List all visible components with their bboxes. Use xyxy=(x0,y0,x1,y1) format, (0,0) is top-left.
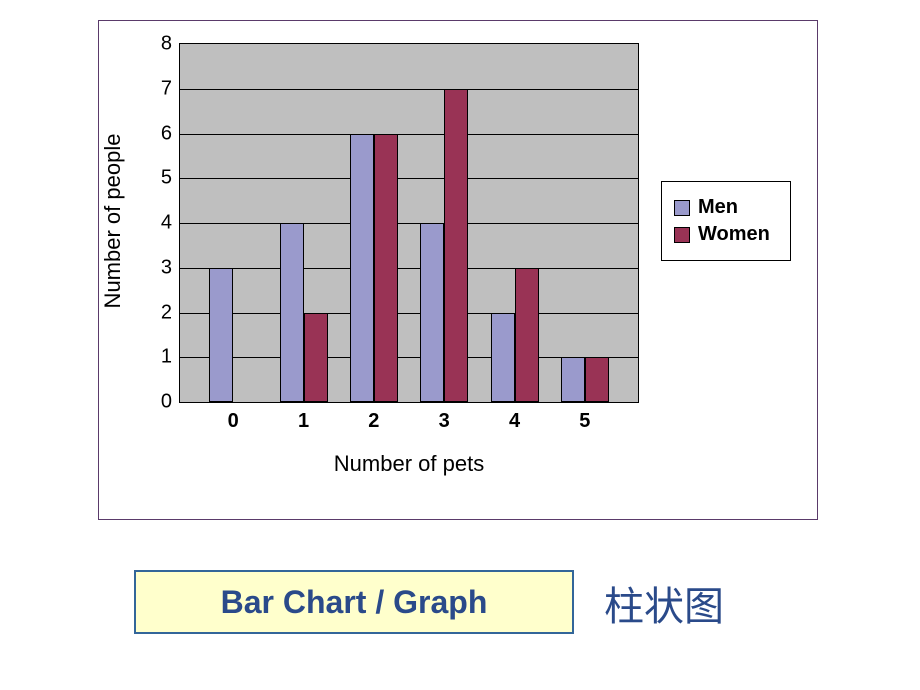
bar-men xyxy=(350,134,374,403)
y-tick-label: 1 xyxy=(161,346,172,369)
bar-men xyxy=(280,223,304,402)
bar-men xyxy=(420,223,444,402)
y-tick-label: 4 xyxy=(161,212,172,235)
x-tick-label: 2 xyxy=(368,410,379,433)
x-axis-label: Number of pets xyxy=(334,451,484,477)
caption-text: Bar Chart / Graph xyxy=(221,584,488,621)
y-tick-label: 2 xyxy=(161,301,172,324)
bar-women xyxy=(585,357,609,402)
x-tick-label: 5 xyxy=(579,410,590,433)
y-axis-label: Number of people xyxy=(100,134,126,309)
y-tick-label: 6 xyxy=(161,122,172,145)
y-tick-label: 7 xyxy=(161,77,172,100)
x-tick-label: 4 xyxy=(509,410,520,433)
y-tick-label: 5 xyxy=(161,167,172,190)
chart-container: Number of people 012345678 012345 Number… xyxy=(98,20,818,520)
bar-women xyxy=(374,134,398,403)
legend-item: Women xyxy=(674,223,778,246)
caption-box: Bar Chart / Graph xyxy=(134,570,574,634)
bar-men xyxy=(209,268,233,402)
bar-women xyxy=(515,268,539,402)
legend: Men Women xyxy=(661,181,791,261)
y-tick-label: 8 xyxy=(161,33,172,56)
y-tick-label: 3 xyxy=(161,256,172,279)
x-tick-label: 0 xyxy=(228,410,239,433)
x-tick-label: 3 xyxy=(439,410,450,433)
bar-women xyxy=(444,89,468,402)
legend-swatch xyxy=(674,200,690,216)
plot-area: 012345678 012345 xyxy=(179,43,639,403)
bar-men xyxy=(561,357,585,402)
x-tick-label: 1 xyxy=(298,410,309,433)
y-tick-label: 0 xyxy=(161,391,172,414)
caption-cn: 柱状图 xyxy=(604,574,724,632)
legend-item: Men xyxy=(674,196,778,219)
legend-label: Women xyxy=(698,223,770,246)
legend-swatch xyxy=(674,227,690,243)
bar-women xyxy=(304,313,328,403)
legend-label: Men xyxy=(698,196,738,219)
bar-men xyxy=(491,313,515,403)
